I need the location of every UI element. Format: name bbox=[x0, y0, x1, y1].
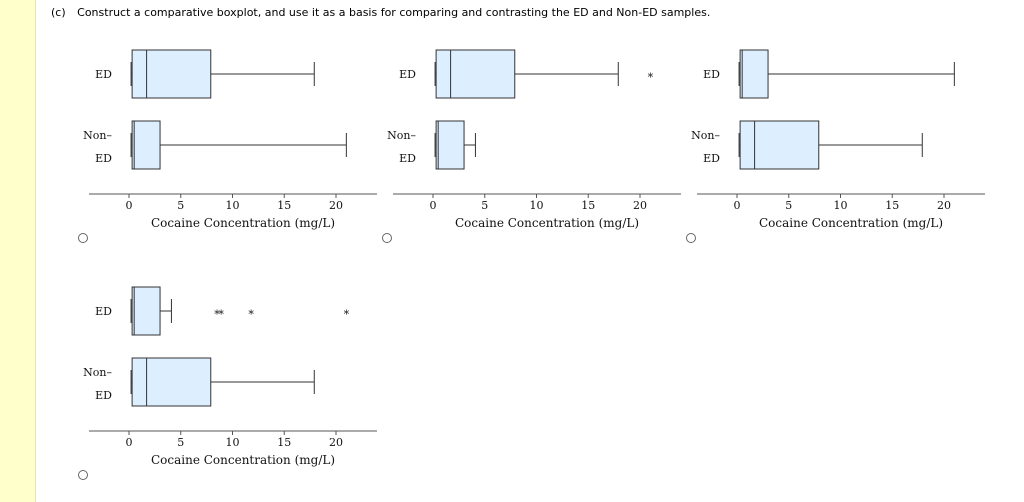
group-label: ED bbox=[703, 152, 720, 165]
x-tick-label: 10 bbox=[226, 436, 240, 449]
group-label: Non– bbox=[83, 366, 112, 379]
outlier-point: * bbox=[218, 308, 224, 321]
x-tick-label: 15 bbox=[277, 199, 291, 212]
x-tick-label: 0 bbox=[126, 199, 133, 212]
outlier-point: * bbox=[648, 71, 654, 84]
group-label: ED bbox=[703, 68, 720, 81]
group-label: ED bbox=[95, 152, 112, 165]
option-radio-1[interactable] bbox=[78, 233, 88, 243]
x-tick-label: 0 bbox=[430, 199, 437, 212]
x-tick-label: 10 bbox=[834, 199, 848, 212]
x-tick-label: 10 bbox=[530, 199, 544, 212]
x-tick-label: 10 bbox=[226, 199, 240, 212]
group-label: ED bbox=[95, 68, 112, 81]
group-label: Non– bbox=[691, 129, 720, 142]
question-text: Construct a comparative boxplot, and use… bbox=[77, 6, 711, 19]
outlier-point: * bbox=[214, 308, 220, 321]
x-tick-label: 0 bbox=[126, 436, 133, 449]
group-label: Non– bbox=[83, 129, 112, 142]
group-label: ED bbox=[399, 68, 416, 81]
x-axis-label: Cocaine Concentration (mg/L) bbox=[151, 453, 335, 467]
group-label: ED bbox=[95, 305, 112, 318]
x-tick-label: 20 bbox=[633, 199, 647, 212]
box bbox=[131, 286, 161, 336]
question-label: (c) bbox=[51, 6, 66, 19]
x-tick-label: 5 bbox=[177, 199, 184, 212]
x-tick-label: 15 bbox=[885, 199, 899, 212]
x-tick-label: 20 bbox=[329, 199, 343, 212]
option-radio-3[interactable] bbox=[686, 233, 696, 243]
group-label: Non– bbox=[387, 129, 416, 142]
option-radio-2[interactable] bbox=[382, 233, 392, 243]
box bbox=[435, 49, 516, 99]
x-axis-label: Cocaine Concentration (mg/L) bbox=[759, 216, 943, 230]
box bbox=[739, 120, 820, 170]
x-tick-label: 20 bbox=[329, 436, 343, 449]
outlier-point: * bbox=[248, 308, 254, 321]
x-tick-label: 15 bbox=[277, 436, 291, 449]
box bbox=[131, 120, 161, 170]
x-tick-label: 5 bbox=[481, 199, 488, 212]
box bbox=[131, 49, 212, 99]
box bbox=[435, 120, 465, 170]
box bbox=[131, 357, 212, 407]
group-label: ED bbox=[399, 152, 416, 165]
group-label: ED bbox=[95, 389, 112, 402]
x-tick-label: 15 bbox=[581, 199, 595, 212]
box bbox=[739, 49, 769, 99]
option-radio-4[interactable] bbox=[78, 470, 88, 480]
x-tick-label: 5 bbox=[785, 199, 792, 212]
x-tick-label: 0 bbox=[734, 199, 741, 212]
x-tick-label: 20 bbox=[937, 199, 951, 212]
question-prompt: (c) Construct a comparative boxplot, and… bbox=[51, 6, 710, 19]
outlier-point: * bbox=[344, 308, 350, 321]
left-margin-strip bbox=[0, 0, 36, 502]
x-axis-label: Cocaine Concentration (mg/L) bbox=[151, 216, 335, 230]
x-tick-label: 5 bbox=[177, 436, 184, 449]
x-axis-label: Cocaine Concentration (mg/L) bbox=[455, 216, 639, 230]
